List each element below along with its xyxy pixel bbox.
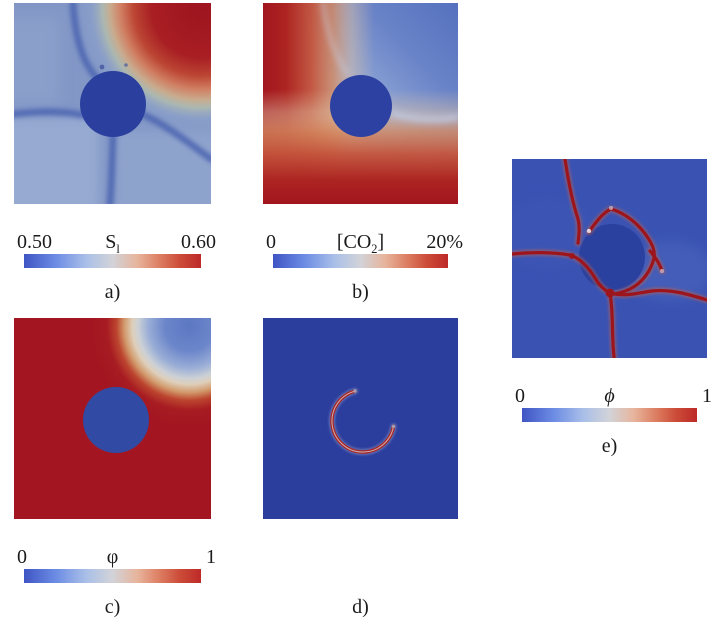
heatmap-e-svg xyxy=(512,159,707,358)
heatmap-b xyxy=(263,3,458,204)
panel-d: d) xyxy=(263,318,458,619)
colorbar-b-min: 0 xyxy=(266,231,276,253)
colorbar-b-max: 20% xyxy=(426,231,463,253)
panel-a: 0.50 Sl 0.60 a) xyxy=(14,3,216,304)
heatmap-d-svg xyxy=(263,318,458,519)
crack-arc xyxy=(328,388,397,455)
heatmap-e xyxy=(512,159,707,358)
panel-b-caption: b) xyxy=(352,281,369,303)
panel-a-caption: a) xyxy=(104,281,121,303)
heatmap-a-svg xyxy=(14,3,211,204)
colorbar-e: 0 ϕ 1 xyxy=(512,385,712,422)
inclusion-circle-b xyxy=(330,75,392,137)
inclusion-circle-c xyxy=(83,387,149,453)
colorbar-b: 0 [CO2] 20% xyxy=(263,231,463,268)
depleted-wisps xyxy=(320,3,458,124)
colorbar-b-title: [CO2] xyxy=(336,231,385,257)
colorbar-a-title: Sl xyxy=(105,231,120,257)
colorbar-c-title: φ xyxy=(106,546,119,568)
panel-e: 0 ϕ 1 e) xyxy=(512,159,712,458)
colorbar-b-labels: 0 [CO2] 20% xyxy=(263,231,463,257)
colorbar-b-gradient xyxy=(273,254,448,268)
panel-e-caption: e) xyxy=(601,435,618,457)
colorbar-c: 0 φ 1 xyxy=(14,546,216,583)
colorbar-a: 0.50 Sl 0.60 xyxy=(14,231,216,268)
colorbar-a-max: 0.60 xyxy=(181,231,216,253)
heatmap-d xyxy=(263,318,458,519)
colorbar-a-labels: 0.50 Sl 0.60 xyxy=(14,231,216,257)
colorbar-e-max: 1 xyxy=(702,385,712,407)
low-saturation-channels xyxy=(14,3,211,204)
colorbar-e-gradient xyxy=(522,408,697,422)
heatmap-c xyxy=(14,318,211,519)
colorbar-e-labels: 0 ϕ 1 xyxy=(512,385,712,407)
panel-c-caption: c) xyxy=(104,596,121,618)
colorbar-a-min: 0.50 xyxy=(17,231,52,253)
panel-c: 0 φ 1 c) xyxy=(14,318,216,619)
colorbar-a-gradient xyxy=(24,254,201,268)
crack-junction xyxy=(605,288,615,298)
heatmap-a xyxy=(14,3,211,204)
inclusion-circle-a xyxy=(80,71,146,137)
heatmap-c-svg xyxy=(14,318,211,519)
colorbar-c-gradient xyxy=(24,569,201,583)
panel-b: 0 [CO2] 20% b) xyxy=(263,3,463,304)
colorbar-c-min: 0 xyxy=(17,546,27,568)
heatmap-b-svg xyxy=(263,3,458,204)
colorbar-c-max: 1 xyxy=(206,546,216,568)
colorbar-e-min: 0 xyxy=(515,385,525,407)
colorbar-e-title: ϕ xyxy=(604,385,615,407)
intact-field xyxy=(263,318,458,519)
colorbar-c-labels: 0 φ 1 xyxy=(14,546,216,568)
panel-d-caption: d) xyxy=(352,596,369,618)
